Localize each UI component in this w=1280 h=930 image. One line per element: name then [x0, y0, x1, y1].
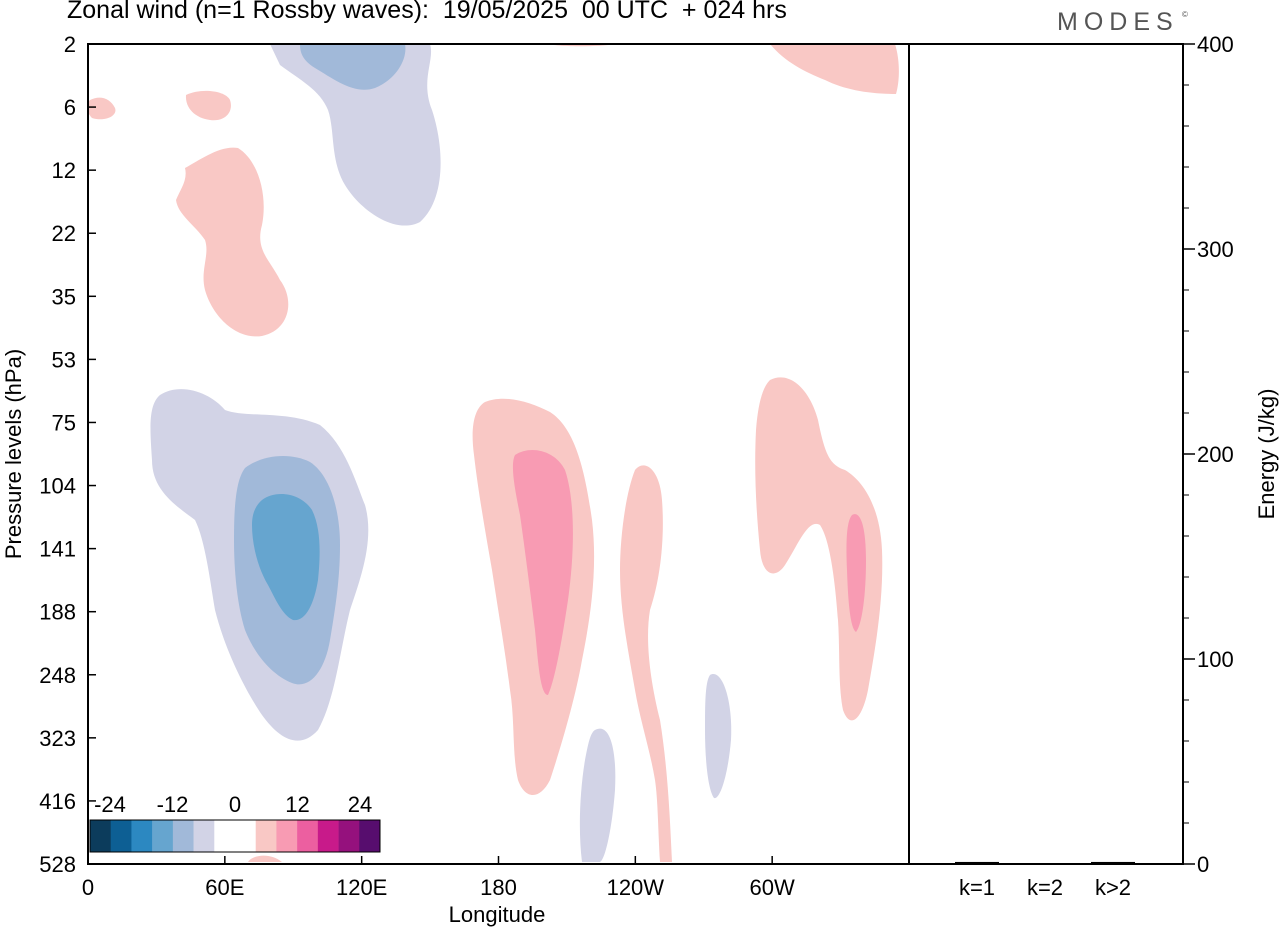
x-tick-label: 0: [82, 875, 94, 900]
y-tick-label: 528: [39, 852, 76, 877]
colorbar-swatch: [276, 820, 298, 852]
x-axis-ticks: 0 60E 120E 180 120W 60W: [82, 856, 795, 900]
colorbar-tick-label: 24: [348, 792, 372, 817]
contour-neg-bottom-b: [705, 674, 732, 799]
colorbar-swatch: [90, 820, 112, 852]
contour-neg-bottom-a: [579, 728, 616, 862]
y-tick-label: 323: [39, 726, 76, 751]
energy-tick-label: 400: [1197, 32, 1234, 57]
contour-pos-east-outer: [755, 377, 883, 721]
y-tick-label: 104: [39, 474, 76, 499]
colorbar-swatch: [172, 820, 194, 852]
colorbar-swatch: [235, 820, 257, 852]
energy-tick-label: 200: [1197, 442, 1234, 467]
x-tick-label: 60W: [750, 875, 795, 900]
contour-pos-upper-b: [185, 90, 231, 121]
y-tick-label: 416: [39, 789, 76, 814]
y-tick-label: 12: [52, 158, 76, 183]
energy-tick-label: 100: [1197, 647, 1234, 672]
energy-panel-frame: [908, 43, 1184, 865]
x-tick-label: 60E: [205, 875, 244, 900]
colorbar-swatch: [297, 820, 319, 852]
y-tick-label: 35: [52, 284, 76, 309]
energy-bar: [1091, 861, 1135, 864]
colorbar: -24 -12 0 12 24: [89, 792, 381, 853]
y-tick-label: 53: [52, 347, 76, 372]
y-tick-label: 22: [52, 221, 76, 246]
contour-neg-upper-outer: [270, 44, 441, 226]
colorbar-swatch: [214, 820, 236, 852]
y-axis-label: Pressure levels (hPa): [1, 349, 26, 559]
contour-pos-east-inner: [846, 514, 866, 632]
y-tick-label: 248: [39, 663, 76, 688]
energy-tick-label: 0: [1197, 852, 1209, 877]
energy-category-label: k=1: [959, 875, 995, 900]
energy-axis-label: Energy (J/kg): [1254, 389, 1279, 520]
x-tick-label: 120W: [607, 875, 665, 900]
colorbar-swatch: [110, 820, 132, 852]
contour-neg-upper-inner: [300, 44, 406, 90]
y-tick-label: 75: [52, 410, 76, 435]
colorbar-swatch: [131, 820, 153, 852]
y-tick-label: 188: [39, 600, 76, 625]
contour-pos-upper-c: [176, 147, 289, 337]
contour-pos-bottom-sliver: [248, 855, 282, 862]
colorbar-swatch: [255, 820, 277, 852]
energy-bars: k=1 k=2 k>2: [955, 861, 1135, 900]
colorbar-frame: [89, 819, 381, 853]
y-tick-label: 2: [64, 32, 76, 57]
energy-category-label: k=2: [1027, 875, 1063, 900]
colorbar-swatch: [359, 820, 381, 852]
brand-logo: MODES: [1057, 8, 1179, 36]
y-tick-label: 141: [39, 537, 76, 562]
colorbar-swatch: [338, 820, 360, 852]
contour-pos-upper-a: [87, 97, 116, 120]
contour-neg-west-inner: [252, 494, 320, 621]
colorbar-tick-label: -24: [94, 792, 126, 817]
x-tick-label: 120E: [336, 875, 387, 900]
colorbar-tick-label: 0: [229, 792, 241, 817]
y-axis-ticks: 2 6 12 22 35 53 75 104 141 188 248 323 416 528: [39, 32, 96, 877]
chart-title: Zonal wind (n=1 Rossby waves): 19/05/202…: [67, 0, 787, 24]
x-axis-label: Longitude: [449, 902, 546, 927]
energy-category-label: k>2: [1095, 875, 1131, 900]
colorbar-swatch: [193, 820, 215, 852]
energy-tick-label: 300: [1197, 237, 1234, 262]
copyright-mark: ©: [1182, 10, 1188, 19]
contour-pos-top-right: [770, 44, 899, 94]
energy-axis-ticks: 0 100 200 300 400: [1183, 32, 1234, 877]
colorbar-tick-label: -12: [157, 792, 189, 817]
colorbar-swatch: [317, 820, 339, 852]
energy-bar: [955, 861, 999, 864]
y-tick-label: 6: [64, 95, 76, 120]
contour-pos-central-inner: [512, 450, 573, 695]
contour-pos-120w: [620, 465, 672, 862]
colorbar-swatch: [152, 820, 174, 852]
x-tick-label: 180: [480, 875, 517, 900]
colorbar-tick-label: 12: [285, 792, 309, 817]
contour-field: [87, 44, 899, 862]
